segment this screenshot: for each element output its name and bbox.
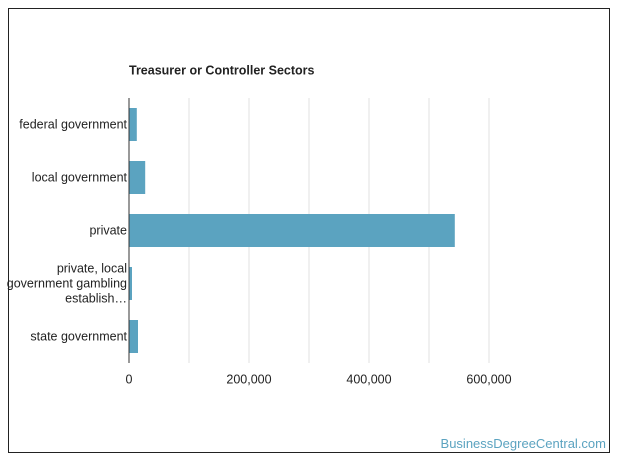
bar	[129, 267, 132, 300]
y-tick-label: private	[89, 223, 127, 237]
y-tick-label: federal government	[19, 117, 127, 131]
x-tick-label: 600,000	[466, 372, 511, 386]
x-tick-label: 400,000	[346, 372, 391, 386]
x-tick-label: 0	[126, 372, 133, 386]
bar	[129, 108, 137, 141]
y-tick-label: state government	[30, 329, 127, 343]
frame	[8, 8, 610, 453]
y-tick-label: local government	[31, 170, 127, 184]
watermark: BusinessDegreeCentral.com	[440, 436, 606, 451]
chart-title: Treasurer or Controller Sectors	[129, 63, 315, 77]
bar	[129, 214, 455, 247]
y-tick-label: private, local government gambling estab…	[6, 261, 127, 305]
x-tick-label: 200,000	[226, 372, 271, 386]
bar	[129, 320, 138, 353]
bar	[129, 161, 146, 194]
